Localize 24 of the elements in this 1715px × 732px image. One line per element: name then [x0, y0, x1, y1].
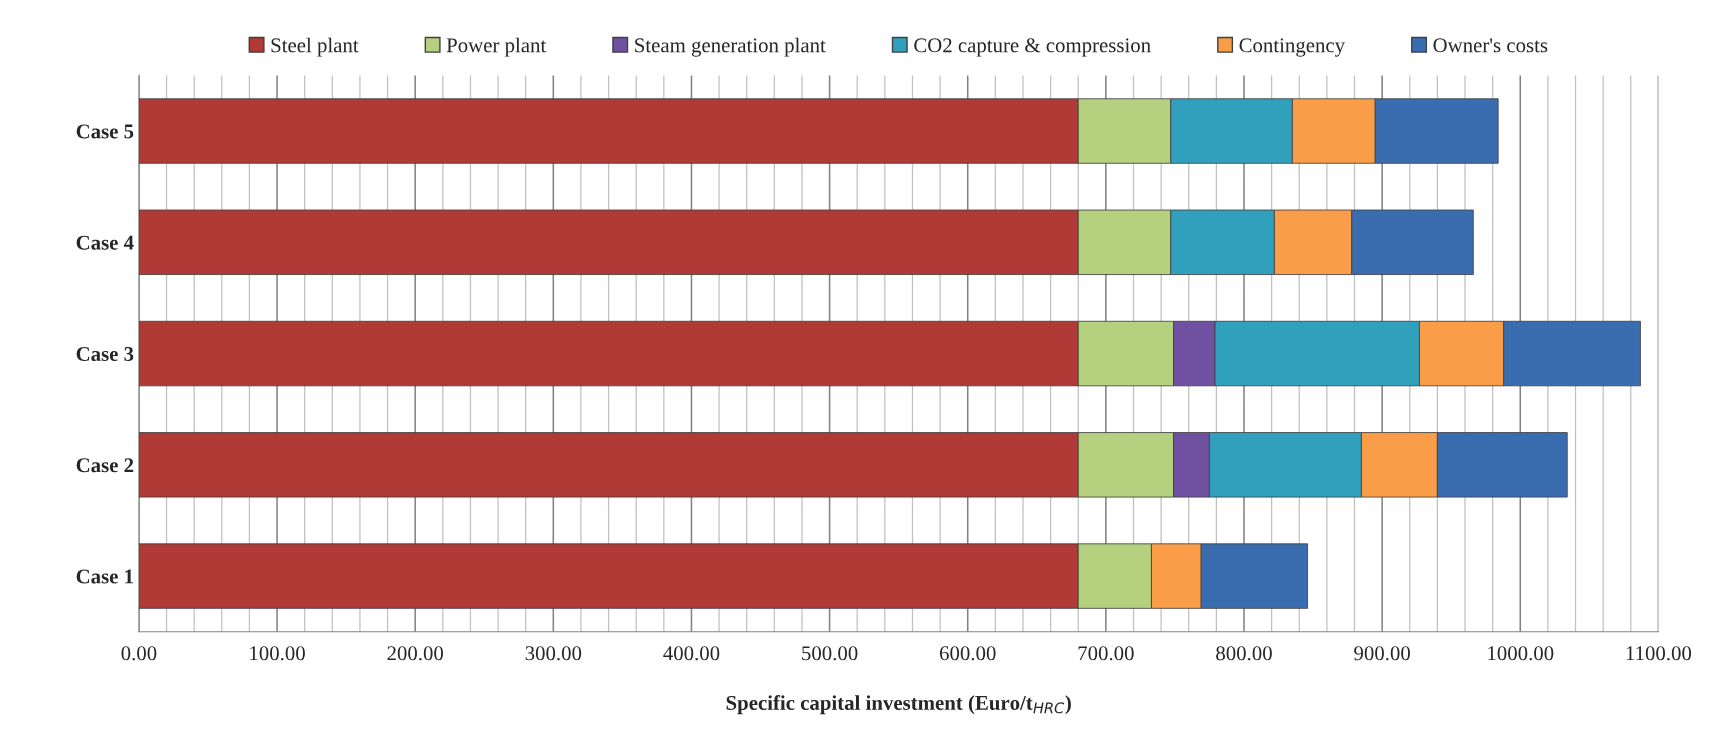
y-tick-label: Case 1 [76, 569, 133, 584]
x-tick-label: 200.00 [387, 646, 444, 661]
x-tick-label: 0.00 [121, 646, 157, 661]
x-tick-label: 900.00 [1354, 646, 1410, 661]
legend-label: Owner's costs [1433, 38, 1548, 53]
x-tick-label: 1100.00 [1626, 646, 1692, 661]
x-tick-label: 800.00 [1216, 646, 1272, 661]
x-tick-label: 1000.00 [1488, 646, 1554, 661]
x-tick-label: 300.00 [525, 646, 582, 661]
y-tick-label: Case 5 [76, 124, 134, 139]
legend-label: Steam generation plant [635, 37, 826, 57]
legend-label: CO2 capture & compression [914, 38, 1151, 57]
x-tick-label: 100.00 [250, 646, 305, 661]
x-tick-label: 600.00 [939, 646, 996, 661]
x-tick-label: 700.00 [1078, 646, 1134, 661]
legend-label: Contingency [1239, 38, 1346, 57]
legend-label: Power plant [446, 37, 547, 57]
x-tick-label: 400.00 [663, 646, 720, 661]
legend-label: Steel plant [271, 37, 359, 57]
x-tick-label: 500.00 [802, 646, 858, 661]
x-axis-title: Specific capital investment (Euro/t$_{HRC}$) [726, 695, 1071, 715]
y-tick-label: Case 2 [76, 458, 134, 473]
y-tick-label: Case 4 [76, 235, 134, 250]
y-tick-label: Case 3 [76, 346, 134, 361]
